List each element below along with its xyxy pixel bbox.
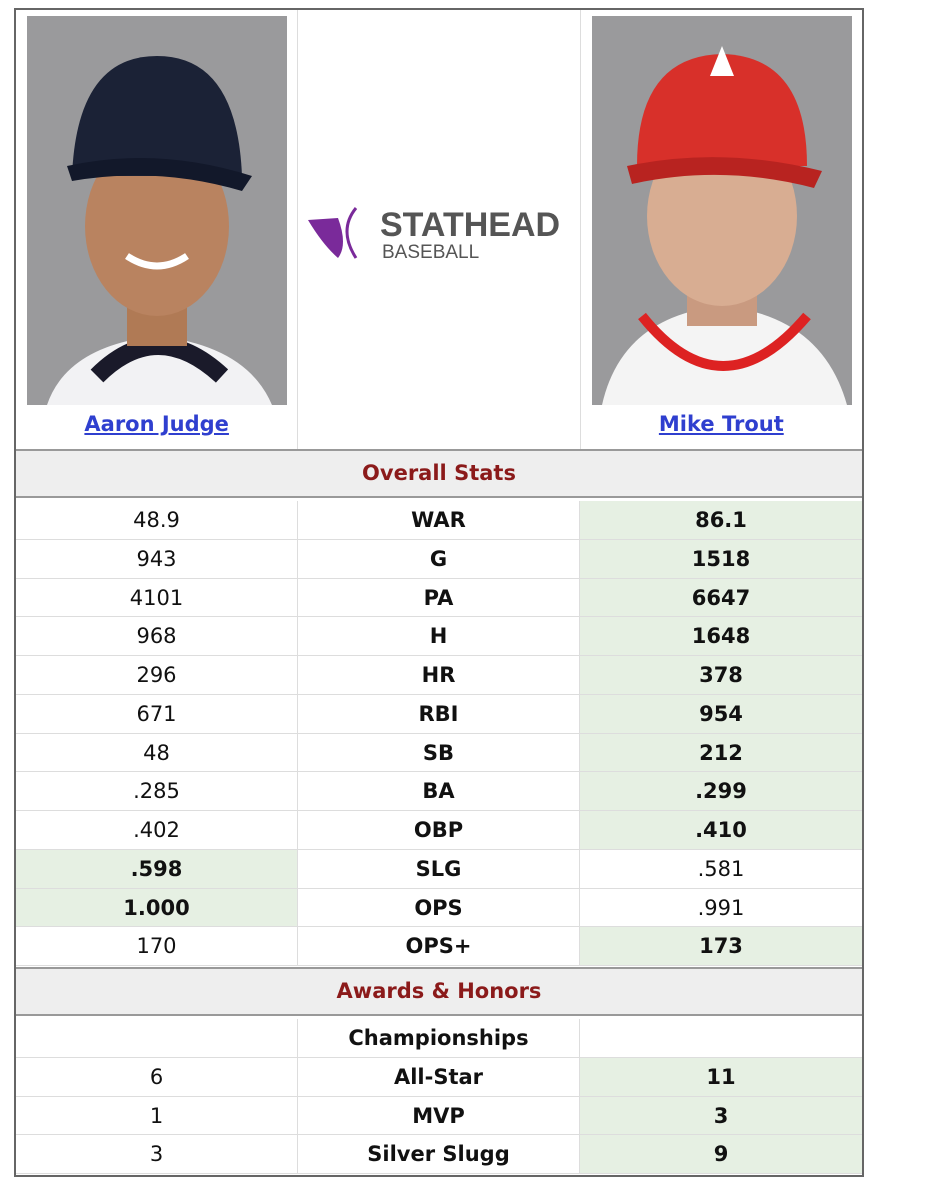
stat-row: 48.9 WAR 86.1 — [16, 501, 862, 540]
player-cell: Mike Trout — [581, 10, 862, 449]
left-value: 1 — [16, 1096, 298, 1136]
stat-name: OPS — [298, 888, 580, 928]
logo-cell: STATHEAD BASEBALL — [298, 10, 581, 449]
right-value: .299 — [580, 772, 862, 811]
stat-row: 968 H 1648 — [16, 617, 862, 656]
left-value: 296 — [16, 656, 298, 695]
left-value: 3 — [16, 1135, 298, 1174]
section-body: Championships 6 All-Star 11 1 MVP 3 3 Silver Slu… — [16, 1016, 862, 1175]
right-value: 1648 — [580, 617, 862, 656]
right-value: 9 — [580, 1135, 862, 1174]
stat-name: OBP — [298, 811, 580, 850]
player-photo — [591, 16, 852, 405]
stat-name: BA — [298, 772, 580, 811]
right-value: 3 — [580, 1096, 862, 1136]
right-value: 954 — [580, 694, 862, 734]
stat-row: .285 BA .299 — [16, 772, 862, 811]
player-link[interactable]: Aaron Judge — [84, 412, 229, 436]
left-value: 48 — [16, 733, 298, 773]
sections: Overall Stats 48.9 WAR 86.1 943 G 1518 4101 PA 66… — [16, 451, 862, 1175]
player-cell: Aaron Judge — [16, 10, 299, 449]
stat-row: 48 SB 212 — [16, 733, 862, 773]
left-value: 968 — [16, 617, 298, 656]
stat-name: RBI — [298, 694, 580, 734]
section-header: Awards & Honors — [16, 967, 862, 1016]
stat-name: WAR — [298, 501, 580, 540]
right-value: 1518 — [580, 539, 862, 579]
stat-row: 943 G 1518 — [16, 539, 862, 579]
section-header: Overall Stats — [16, 451, 862, 498]
left-value: .285 — [16, 772, 298, 811]
right-value: 378 — [580, 656, 862, 695]
right-value: .991 — [580, 889, 862, 928]
stat-name: PA — [298, 578, 580, 618]
logo-text: STATHEAD — [380, 206, 560, 244]
stat-row: 671 RBI 954 — [16, 694, 862, 734]
stat-name: H — [298, 617, 580, 656]
left-value: 1.000 — [16, 888, 298, 928]
comparison-table: Aaron Judge STATHEAD BASEBALL Mike Trout — [14, 8, 864, 1177]
right-value: .581 — [580, 850, 862, 889]
right-value: 212 — [580, 733, 862, 773]
stat-name: OPS+ — [298, 927, 580, 966]
stat-row: 3 Silver Slugg 9 — [16, 1135, 862, 1174]
stat-row: .598 SLG .581 — [16, 849, 862, 889]
stat-row: 296 HR 378 — [16, 656, 862, 695]
player-photo — [27, 16, 287, 405]
section-body: 48.9 WAR 86.1 943 G 1518 4101 PA 6647 968 H 1648 296… — [16, 498, 862, 967]
stat-row: 170 OPS+ 173 — [16, 927, 862, 966]
right-value: 173 — [580, 927, 862, 966]
stat-name: SB — [298, 733, 580, 773]
stat-row: 1 MVP 3 — [16, 1096, 862, 1136]
left-value: 943 — [16, 539, 298, 579]
left-value: 48.9 — [16, 501, 298, 540]
right-value: 86.1 — [580, 501, 862, 540]
left-value — [16, 1019, 298, 1058]
player-link[interactable]: Mike Trout — [658, 412, 784, 436]
right-value: .410 — [580, 811, 862, 850]
left-value: .402 — [16, 811, 298, 850]
stat-row: 4101 PA 6647 — [16, 578, 862, 618]
stat-row: 1.000 OPS .991 — [16, 888, 862, 928]
stat-name: Silver Slugg — [298, 1135, 580, 1174]
header-row: Aaron Judge STATHEAD BASEBALL Mike Trout — [16, 10, 862, 451]
logo-subtext: BASEBALL — [382, 242, 479, 263]
right-value: 6647 — [580, 578, 862, 618]
stat-name: SLG — [298, 849, 580, 889]
stat-row: Championships — [16, 1019, 862, 1058]
stat-name: G — [298, 539, 580, 579]
stat-name: HR — [298, 656, 580, 695]
left-value: .598 — [16, 849, 298, 889]
right-value: 11 — [580, 1057, 862, 1097]
left-value: 671 — [16, 694, 298, 734]
stathead-logo: STATHEAD BASEBALL — [308, 206, 560, 263]
right-value — [580, 1019, 862, 1058]
left-value: 6 — [16, 1057, 298, 1097]
stat-row: 6 All-Star 11 — [16, 1057, 862, 1097]
stat-row: .402 OBP .410 — [16, 811, 862, 850]
stat-name: Championships — [298, 1019, 580, 1058]
left-value: 170 — [16, 927, 298, 966]
stat-name: MVP — [298, 1096, 580, 1136]
left-value: 4101 — [16, 578, 298, 618]
stat-name: All-Star — [298, 1057, 580, 1097]
